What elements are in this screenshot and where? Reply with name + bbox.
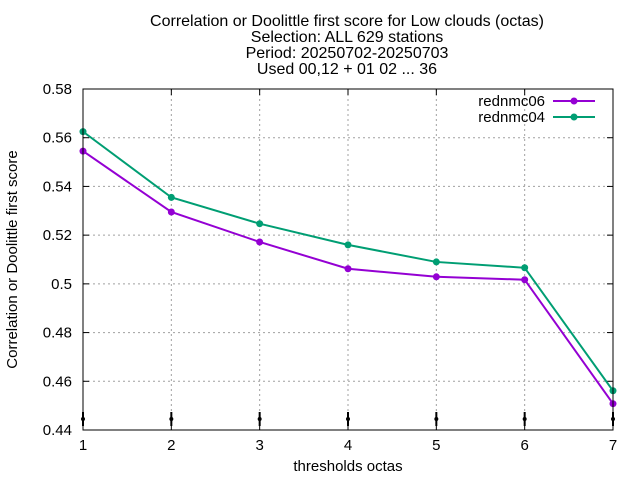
legend-marker-rednmc04 xyxy=(570,113,578,121)
chart-title: Correlation or Doolittle first score for… xyxy=(150,13,544,78)
y-tick-label: 0.56 xyxy=(43,130,72,147)
x-tick-label: 5 xyxy=(432,437,440,454)
plot-border xyxy=(82,88,614,431)
data-point-rednmc04 xyxy=(432,258,440,266)
x-bar-dot xyxy=(346,417,350,421)
title-line-2: Selection: ALL 629 stations xyxy=(251,29,443,46)
x-axis-ticks: 1 2 3 4 5 6 7 xyxy=(79,89,617,454)
series xyxy=(79,128,617,408)
data-point-rednmc06 xyxy=(344,265,352,273)
data-point-rednmc06 xyxy=(432,273,440,281)
x-tick-label: 4 xyxy=(344,437,352,454)
y-tick-label: 0.46 xyxy=(43,373,72,390)
data-point-rednmc04 xyxy=(167,193,175,201)
x-bar-dot xyxy=(257,417,262,421)
x-tick-label: 2 xyxy=(167,437,175,454)
x-tick-label: 3 xyxy=(255,437,263,454)
data-point-rednmc06 xyxy=(521,276,529,284)
data-point-rednmc04 xyxy=(521,264,529,272)
legend-label-rednmc04: rednmc04 xyxy=(478,109,545,126)
x-tick-label: 1 xyxy=(79,437,87,454)
x-tick-label: 6 xyxy=(520,437,528,454)
x-bar-dot xyxy=(434,417,439,421)
grid xyxy=(83,89,613,430)
x-axis-label: thresholds octas xyxy=(293,458,402,475)
y-tick-label: 0.58 xyxy=(43,81,72,98)
title-line-3: Period: 20250702-20250703 xyxy=(246,45,449,62)
data-point-rednmc04 xyxy=(344,241,352,249)
y-tick-label: 0.5 xyxy=(51,276,72,293)
legend-label-rednmc06: rednmc06 xyxy=(478,93,545,110)
title-line-1: Correlation or Doolittle first score for… xyxy=(150,13,544,30)
y-tick-label: 0.48 xyxy=(43,325,72,342)
x-bar-dot xyxy=(169,417,174,421)
data-point-rednmc06 xyxy=(256,238,264,246)
title-line-4: Used 00,12 + 01 02 ... 36 xyxy=(257,61,437,78)
y-tick-label: 0.44 xyxy=(43,422,72,439)
y-axis-ticks: 0.44 0.46 0.48 0.5 0.52 0.54 0.56 0.58 xyxy=(43,81,613,439)
y-axis-label: Correlation or Doolittle first score xyxy=(4,150,21,368)
data-point-rednmc04 xyxy=(256,220,264,228)
legend-marker-rednmc06 xyxy=(570,97,578,105)
x-bar-dot xyxy=(522,417,527,421)
data-point-rednmc06 xyxy=(167,208,175,216)
y-tick-label: 0.54 xyxy=(43,178,72,195)
x-tick-label: 7 xyxy=(609,437,617,454)
y-tick-label: 0.52 xyxy=(43,227,72,244)
